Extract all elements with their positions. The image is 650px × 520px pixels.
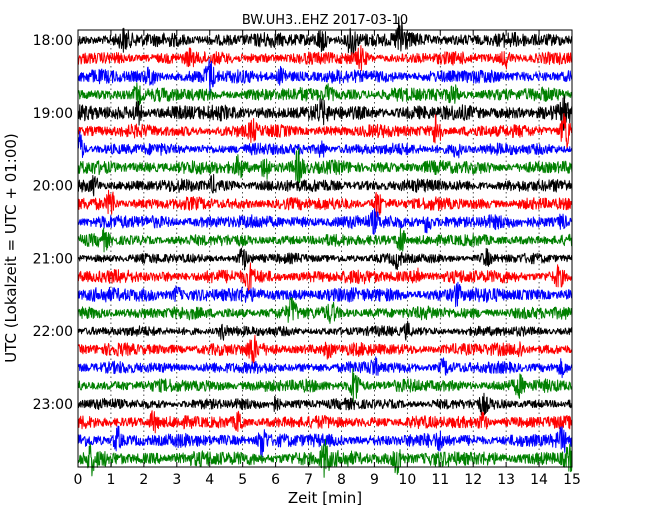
trace-2200 — [77, 320, 573, 341]
x-tick-label: 5 — [238, 472, 247, 488]
y-tick-label: 20:00 — [33, 179, 73, 195]
trace-2145 — [77, 297, 573, 324]
x-tick-label: 6 — [271, 472, 280, 488]
x-tick-label: 9 — [370, 472, 379, 488]
y-axis-ticks: 18:00 19:00 20:00 21:00 22:00 23:00 — [33, 33, 572, 413]
trace-2345 — [77, 438, 573, 478]
trace-1930 — [77, 131, 573, 159]
chart-title: BW.UH3..EHZ 2017-03-10 — [242, 13, 408, 28]
trace-1845 — [77, 82, 573, 106]
trace-2315 — [77, 410, 573, 434]
trace-1830 — [77, 59, 573, 96]
trace-1800 — [77, 16, 573, 60]
y-tick-label: 22:00 — [33, 324, 73, 340]
plot-frame — [77, 29, 573, 468]
y-tick-label: 19:00 — [33, 106, 73, 122]
x-tick-label: 14 — [530, 472, 548, 488]
trace-1945 — [77, 147, 573, 186]
x-tick-label: 15 — [563, 472, 581, 488]
trace-2115 — [77, 262, 573, 293]
x-axis-ticks: 0 1 2 3 4 5 6 7 8 9 10 11 12 13 14 15 — [74, 30, 581, 488]
x-tick-label: 7 — [304, 472, 313, 488]
trace-1915 — [77, 112, 573, 151]
x-tick-label: 11 — [431, 472, 449, 488]
trace-2245 — [77, 368, 573, 403]
x-tick-label: 12 — [464, 472, 482, 488]
trace-2015 — [77, 189, 573, 218]
y-tick-label: 21:00 — [33, 251, 73, 267]
x-tick-label: 3 — [172, 472, 181, 488]
x-tick-label: 2 — [139, 472, 148, 488]
y-tick-label: 23:00 — [33, 397, 73, 413]
trace-2215 — [77, 334, 573, 364]
trace-2230 — [77, 356, 573, 379]
x-tick-label: 0 — [74, 472, 83, 488]
trace-2130 — [77, 281, 573, 308]
y-axis-label: UTC (Lokalzeit = UTC + 01:00) — [2, 133, 20, 363]
trace-2000 — [77, 173, 573, 197]
trace-2030 — [77, 208, 573, 235]
x-tick-label: 13 — [497, 472, 515, 488]
x-axis-label: Zeit [min] — [288, 489, 362, 507]
trace-2045 — [77, 227, 573, 253]
trace-group — [77, 16, 573, 478]
x-grid — [110, 30, 540, 467]
x-tick-label: 4 — [205, 472, 214, 488]
trace-2300 — [77, 392, 573, 416]
y-tick-label: 18:00 — [33, 33, 73, 49]
trace-1900 — [77, 95, 573, 131]
trace-2100 — [77, 247, 573, 271]
x-tick-label: 10 — [398, 472, 416, 488]
x-tick-label: 8 — [337, 472, 346, 488]
trace-1815 — [77, 45, 573, 71]
x-tick-label: 1 — [106, 472, 115, 488]
